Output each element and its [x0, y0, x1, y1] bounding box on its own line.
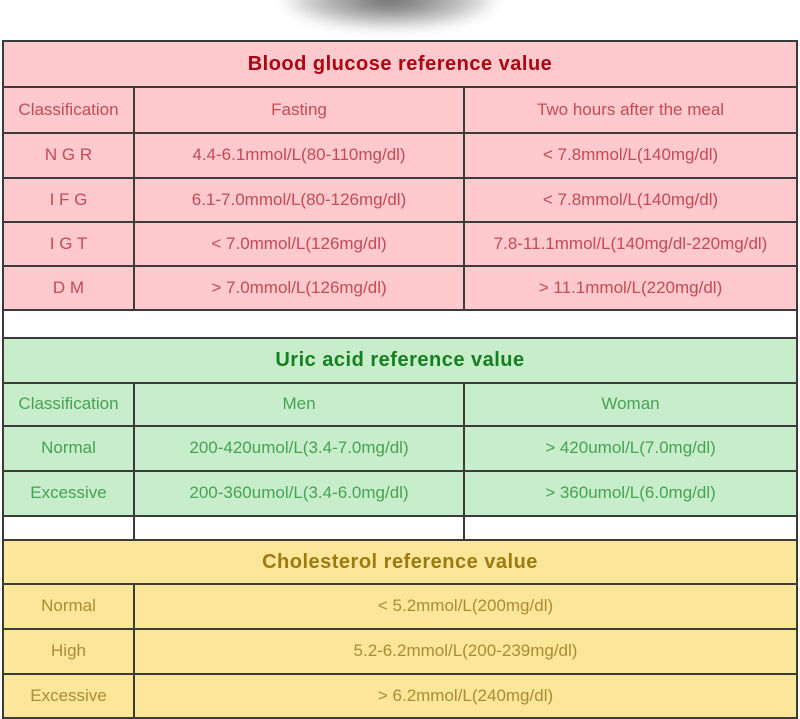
blood-glucose-header-row: Classification Fasting Two hours after t…: [4, 88, 796, 134]
classification-cell: Normal: [41, 596, 96, 616]
table-cell: < 7.0mmol/L(126mg/dl): [133, 223, 463, 265]
table-row-ifg: I F G 6.1-7.0mmol/L(80-126mg/dl) < 7.8mm…: [4, 179, 796, 223]
table-row-uric-excessive: Excessive 200-360umol/L(3.4-6.0mg/dl) > …: [4, 472, 796, 517]
table-spacer: [4, 311, 796, 339]
blood-glucose-title-row: Blood glucose reference value: [4, 42, 796, 88]
table-cell: > 11.1mmol/L(220mg/dl): [463, 267, 796, 309]
spacer-cell: [133, 517, 463, 539]
header-men: Men: [133, 384, 463, 425]
cholesterol-title-row: Cholesterol reference value: [4, 541, 796, 585]
header-classification: Classification: [18, 394, 119, 414]
table-cell: 7.8-11.1mmol/L(140mg/dl-220mg/dl): [463, 223, 796, 265]
table-cell: 4.4-6.1mmol/L(80-110mg/dl): [133, 134, 463, 177]
reference-tables: Blood glucose reference value Classifica…: [2, 40, 798, 719]
uric-acid-title: Uric acid reference value: [275, 349, 525, 371]
table-spacer-with-dividers: [4, 517, 796, 541]
header-classification: Classification: [18, 99, 119, 119]
table-cell: < 5.2mmol/L(200mg/dl): [133, 585, 796, 628]
header-woman: Woman: [463, 384, 796, 425]
table-row-chol-excessive: Excessive > 6.2mmol/L(240mg/dl): [4, 675, 796, 717]
table-cell: 6.1-7.0mmol/L(80-126mg/dl): [133, 179, 463, 221]
table-cell: > 420umol/L(7.0mg/dl): [463, 427, 796, 470]
table-cell: 200-360umol/L(3.4-6.0mg/dl): [133, 472, 463, 515]
uric-acid-title-row: Uric acid reference value: [4, 339, 796, 384]
table-row-chol-normal: Normal < 5.2mmol/L(200mg/dl): [4, 585, 796, 630]
table-row-igt: I G T < 7.0mmol/L(126mg/dl) 7.8-11.1mmol…: [4, 223, 796, 267]
classification-cell: I F G: [49, 189, 88, 209]
table-row-chol-high: High 5.2-6.2mmol/L(200-239mg/dl): [4, 630, 796, 675]
table-cell: > 7.0mmol/L(126mg/dl): [133, 267, 463, 309]
header-two-hours: Two hours after the meal: [463, 88, 796, 132]
cholesterol-title: Cholesterol reference value: [262, 550, 538, 573]
blood-glucose-title: Blood glucose reference value: [247, 52, 553, 75]
table-cell: < 7.8mmol/L(140mg/dl): [463, 179, 796, 221]
classification-cell: Excessive: [30, 685, 107, 705]
table-cell: < 7.8mmol/L(140mg/dl): [463, 134, 796, 177]
header-fasting: Fasting: [133, 88, 463, 132]
table-cell: > 6.2mmol/L(240mg/dl): [133, 675, 796, 717]
table-cell: 5.2-6.2mmol/L(200-239mg/dl): [133, 630, 796, 673]
spacer-cell: [463, 517, 796, 539]
uric-acid-header-row: Classification Men Woman: [4, 384, 796, 427]
page-curl-shadow: [238, 0, 542, 42]
table-cell: 200-420umol/L(3.4-7.0mg/dl): [133, 427, 463, 470]
table-row-ngr: N G R 4.4-6.1mmol/L(80-110mg/dl) < 7.8mm…: [4, 134, 796, 179]
classification-cell: I G T: [49, 233, 88, 253]
classification-cell: N G R: [44, 145, 93, 165]
classification-cell: Excessive: [30, 483, 107, 503]
classification-cell: D M: [52, 277, 85, 297]
table-row-uric-normal: Normal 200-420umol/L(3.4-7.0mg/dl) > 420…: [4, 427, 796, 472]
classification-cell: Normal: [41, 438, 96, 458]
table-cell: > 360umol/L(6.0mg/dl): [463, 472, 796, 515]
classification-cell: High: [51, 641, 86, 661]
spacer-cell: [4, 517, 133, 539]
table-row-dm: D M > 7.0mmol/L(126mg/dl) > 11.1mmol/L(2…: [4, 267, 796, 311]
